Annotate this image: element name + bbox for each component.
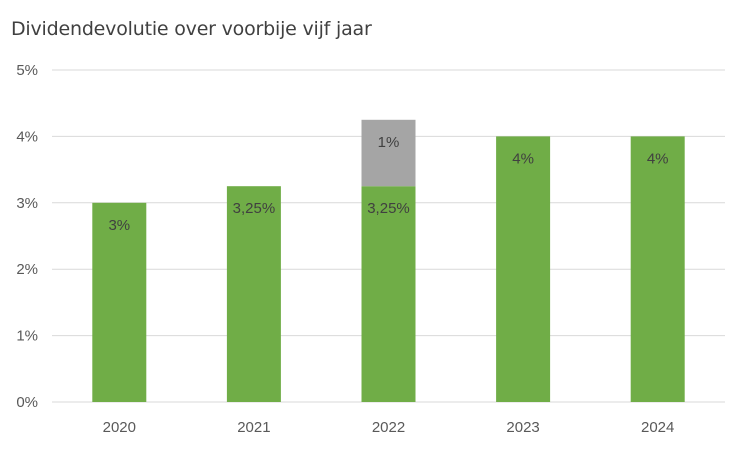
x-tick-label: 2021 <box>237 419 270 436</box>
y-tick-label: 5% <box>16 62 38 79</box>
y-tick-label: 0% <box>16 394 38 411</box>
data-label-2021-series-0: 3,25% <box>233 200 276 217</box>
bar-2023-series-0 <box>496 136 551 402</box>
x-tick-label: 2020 <box>103 419 136 436</box>
data-label-2023-series-0: 4% <box>512 150 534 167</box>
y-tick-label: 3% <box>16 195 38 212</box>
bar-2024-series-0 <box>630 136 685 402</box>
bar-2021-series-0 <box>226 186 281 402</box>
bar-2022-series-1 <box>361 119 416 187</box>
chart-title: Dividendevolutie over voorbije vijf jaar <box>11 18 372 40</box>
data-label-2024-series-0: 4% <box>647 150 669 167</box>
x-tick-label: 2024 <box>641 419 674 436</box>
x-tick-label: 2023 <box>506 419 539 436</box>
data-label-2022-series-1: 1% <box>378 134 400 151</box>
data-label-2022-series-0: 3,25% <box>367 200 410 217</box>
x-tick-label: 2022 <box>372 419 405 436</box>
bar-2022-series-0 <box>361 186 416 402</box>
y-tick-label: 4% <box>16 128 38 145</box>
bar-2020-series-0 <box>92 202 147 402</box>
data-label-2020-series-0: 3% <box>108 217 130 234</box>
y-tick-label: 2% <box>16 261 38 278</box>
y-tick-label: 1% <box>16 328 38 345</box>
